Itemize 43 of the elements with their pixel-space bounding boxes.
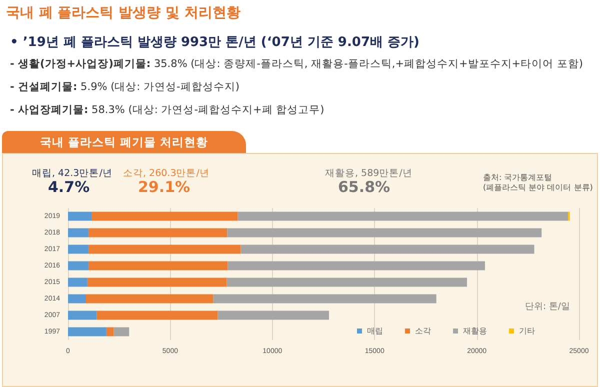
text: 29.1% (138, 178, 190, 196)
bar (68, 261, 88, 270)
bar (218, 310, 330, 320)
text: 4.7% (48, 178, 90, 196)
bar (92, 212, 238, 221)
legend-label: 소각 (415, 326, 431, 336)
text: 매립, 42.3만톤/년 (32, 167, 112, 180)
text: 국내 플라스틱 폐기물 처리현황 (2, 131, 246, 153)
bar (68, 244, 88, 254)
bar (68, 327, 106, 336)
bar (238, 212, 568, 221)
bar (228, 261, 485, 270)
bar (106, 327, 114, 336)
bar (227, 228, 542, 238)
text: - 사업장폐기물: 58.3% (대상: 가연성-폐합성수지+폐 합성고무) (10, 103, 324, 117)
bar (88, 261, 228, 270)
bar (226, 278, 467, 287)
bar (88, 228, 228, 238)
bar (88, 244, 241, 254)
bar (96, 310, 218, 320)
bar (86, 294, 214, 304)
bar (68, 212, 92, 221)
bar (240, 244, 534, 254)
bar (68, 294, 86, 304)
bar (114, 327, 130, 336)
text: (폐플라스틱 분야 데이터 분류) (483, 182, 593, 193)
text: 65.8% (338, 178, 390, 196)
bar (68, 278, 88, 287)
legend-label: 재활용 (463, 326, 487, 336)
text: 재활용, 589만톤/년 (325, 167, 412, 180)
legend-label: 기타 (519, 326, 535, 336)
chart-subtitle: • ’19년 폐 플라스틱 발생량 993만 톤/년 (‘07년 기준 9.07배 증가) (10, 34, 420, 51)
annotation: 단위: 톤/일 (525, 301, 570, 313)
chart-title: 국내 폐 플라스틱 발생량 및 처리현황 (6, 4, 240, 22)
bar (87, 278, 227, 287)
bar (213, 294, 436, 304)
bar (68, 310, 97, 320)
text: 소각, 260.3만톤/년 (123, 167, 210, 180)
text: - 건설폐기물: 5.9% (대상: 가연성-폐합성수지) (10, 80, 240, 94)
legend-label: 매립 (367, 326, 383, 336)
text: - 생활(가정+사업장)폐기물: 35.8% (대상: 종량제-플라스틱, 재활용-플라스틱,+폐합성수지+발포수지+타이어 포함) (10, 57, 584, 71)
bar (68, 228, 88, 238)
source-note: 출처: 국가통계포털 (483, 172, 552, 183)
